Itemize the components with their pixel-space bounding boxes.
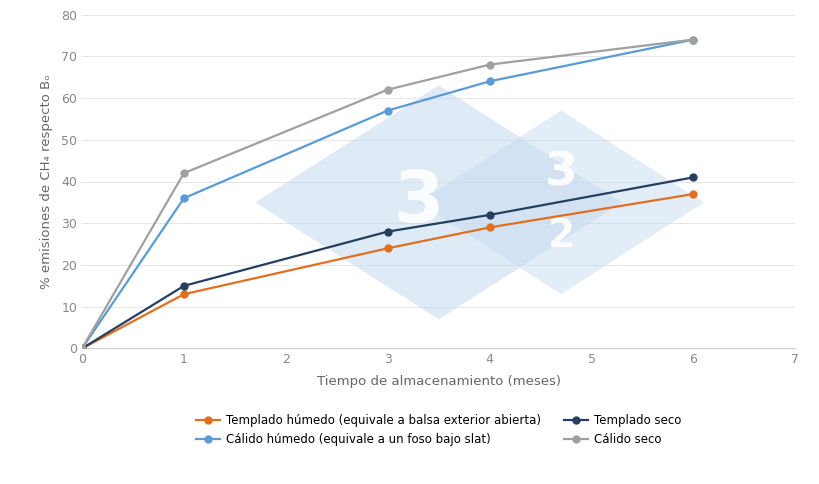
Cálido húmedo (equivale a un foso bajo slat) xyxy=(382,107,392,113)
Cálido seco xyxy=(77,346,87,351)
Text: 3: 3 xyxy=(392,168,443,237)
Templado húmedo (equivale a balsa exterior abierta) xyxy=(77,346,87,351)
Cálido húmedo (equivale a un foso bajo slat) xyxy=(77,346,87,351)
Templado seco xyxy=(688,174,698,180)
Line: Templado húmedo (equivale a balsa exterior abierta): Templado húmedo (equivale a balsa exteri… xyxy=(79,191,696,352)
Line: Cálido seco: Cálido seco xyxy=(79,36,696,352)
Legend: Templado húmedo (equivale a balsa exterior abierta), Cálido húmedo (equivale a u: Templado húmedo (equivale a balsa exteri… xyxy=(196,414,681,446)
Templado húmedo (equivale a balsa exterior abierta) xyxy=(688,191,698,197)
Cálido seco xyxy=(382,87,392,92)
Cálido seco xyxy=(179,170,188,176)
X-axis label: Tiempo de almacenamiento (meses): Tiempo de almacenamiento (meses) xyxy=(316,375,560,388)
Polygon shape xyxy=(418,110,703,294)
Templado húmedo (equivale a balsa exterior abierta) xyxy=(382,245,392,251)
Templado seco xyxy=(179,283,188,289)
Text: 2: 2 xyxy=(547,217,574,255)
Templado húmedo (equivale a balsa exterior abierta) xyxy=(179,291,188,297)
Cálido húmedo (equivale a un foso bajo slat) xyxy=(179,195,188,201)
Templado seco xyxy=(484,212,494,218)
Templado húmedo (equivale a balsa exterior abierta) xyxy=(484,225,494,230)
Templado seco xyxy=(77,346,87,351)
Text: 3: 3 xyxy=(544,151,577,196)
Templado seco xyxy=(382,228,392,234)
Polygon shape xyxy=(255,86,622,319)
Line: Templado seco: Templado seco xyxy=(79,174,696,352)
Cálido húmedo (equivale a un foso bajo slat) xyxy=(688,37,698,43)
Cálido seco xyxy=(688,37,698,43)
Line: Cálido húmedo (equivale a un foso bajo slat): Cálido húmedo (equivale a un foso bajo s… xyxy=(79,36,696,352)
Y-axis label: % emisiones de CH₄ respecto Bₒ: % emisiones de CH₄ respecto Bₒ xyxy=(40,74,52,289)
Cálido seco xyxy=(484,62,494,68)
Cálido húmedo (equivale a un foso bajo slat) xyxy=(484,78,494,84)
